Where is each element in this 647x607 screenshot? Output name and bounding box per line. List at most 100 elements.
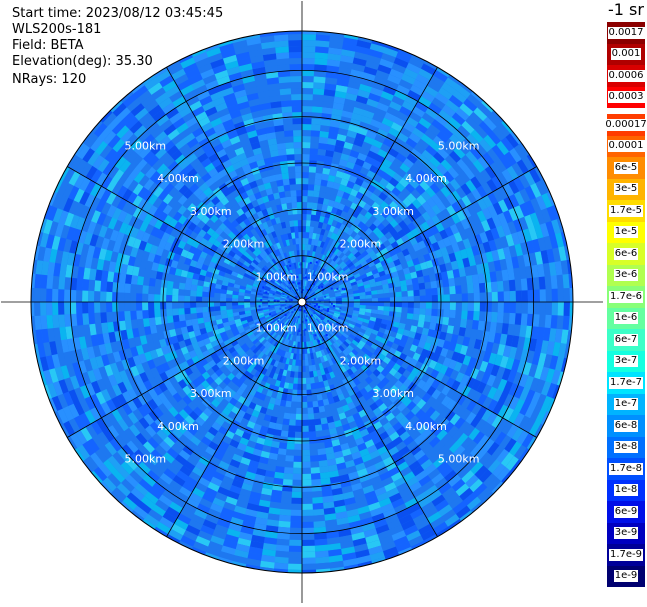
range-gate-cell xyxy=(395,182,405,192)
range-gate-cell xyxy=(271,365,277,373)
range-gate-cell xyxy=(283,252,288,260)
range-gate-cell xyxy=(397,327,405,335)
range-gate-cell xyxy=(153,254,162,264)
range-gate-cell xyxy=(306,316,310,323)
range-gate-cell xyxy=(232,330,240,337)
range-gate-cell xyxy=(364,360,372,369)
range-gate-cell xyxy=(493,259,502,272)
range-gate-cell xyxy=(306,280,309,287)
range-gate-cell xyxy=(214,310,221,316)
range-gate-cell xyxy=(335,456,346,465)
range-gate-cell xyxy=(456,382,466,394)
range-gate-cell xyxy=(150,367,160,378)
range-gate-cell xyxy=(443,286,450,295)
range-gate-cell xyxy=(82,313,90,326)
range-gate-cell xyxy=(424,281,432,289)
range-gate-cell xyxy=(257,133,268,142)
range-gate-cell xyxy=(316,294,323,298)
range-gate-cell xyxy=(173,402,184,414)
range-gate-cell xyxy=(360,356,368,365)
range-gate-cell xyxy=(364,405,373,415)
range-gate-cell xyxy=(170,149,183,161)
range-gate-cell xyxy=(208,426,219,437)
range-gate-cell xyxy=(246,230,254,239)
range-gate-cell xyxy=(319,275,325,282)
range-gate-cell xyxy=(334,323,341,329)
range-gate-cell xyxy=(297,226,302,233)
range-gate-cell xyxy=(372,272,380,279)
range-gate-cell xyxy=(228,346,236,354)
range-gate-cell xyxy=(306,329,310,336)
range-gate-cell xyxy=(315,246,320,253)
range-gate-cell xyxy=(318,136,328,144)
range-gate-cell xyxy=(324,282,331,287)
range-gate-cell xyxy=(244,310,252,315)
range-gate-cell xyxy=(253,267,260,274)
range-gate-cell xyxy=(120,329,128,341)
range-gate-cell xyxy=(290,82,302,89)
range-gate-cell xyxy=(357,152,368,162)
range-gate-cell xyxy=(292,479,303,486)
range-gate-cell xyxy=(408,460,421,472)
range-gate-cell xyxy=(315,424,323,432)
range-gate-cell xyxy=(325,243,332,251)
range-gate-cell xyxy=(436,392,447,404)
range-gate-cell xyxy=(354,158,365,167)
range-gate-cell xyxy=(373,257,381,265)
range-gate-cell xyxy=(301,64,315,71)
range-gate-cell xyxy=(161,345,170,356)
range-gate-cell xyxy=(261,487,273,496)
range-gate-cell xyxy=(395,411,406,422)
range-gate-cell xyxy=(314,58,328,66)
range-gate-cell xyxy=(286,302,293,304)
range-gate-cell xyxy=(167,273,175,282)
range-gate-cell xyxy=(284,246,289,253)
range-gate-cell xyxy=(108,261,117,273)
range-gate-cell xyxy=(252,147,263,156)
range-gate-cell xyxy=(196,285,204,292)
range-gate-cell xyxy=(210,205,219,215)
range-gate-cell xyxy=(155,229,165,240)
range-gate-cell xyxy=(377,445,389,456)
range-gate-cell xyxy=(339,473,350,482)
range-gate-cell xyxy=(439,263,447,273)
range-gate-cell xyxy=(328,330,335,337)
range-gate-cell xyxy=(377,297,384,302)
range-gate-cell xyxy=(406,193,417,203)
range-gate-cell xyxy=(127,255,136,267)
range-gate-cell xyxy=(376,364,385,373)
range-gate-cell xyxy=(327,218,334,226)
range-gate-cell xyxy=(316,393,323,401)
range-gate-cell xyxy=(101,270,109,282)
range-gate-cell xyxy=(135,345,145,356)
range-gate-cell xyxy=(281,282,287,288)
range-gate-cell xyxy=(200,205,211,216)
range-gate-cell xyxy=(296,407,303,414)
range-gate-cell xyxy=(250,375,259,384)
range-gate-cell xyxy=(273,317,280,322)
range-gate-cell xyxy=(243,233,251,242)
range-gate-cell xyxy=(343,240,350,248)
range-gate-cell xyxy=(371,159,382,169)
range-gate-cell xyxy=(423,342,432,351)
range-gate-cell xyxy=(488,352,498,365)
range-gate-cell xyxy=(242,183,252,192)
range-gate-cell xyxy=(274,297,281,300)
range-gate-cell xyxy=(406,425,418,436)
range-gate-cell xyxy=(308,309,314,314)
range-gate-cell xyxy=(246,365,254,374)
range-gate-cell xyxy=(374,154,385,164)
range-gate-cell xyxy=(393,205,404,215)
range-gate-cell xyxy=(346,465,358,474)
range-gate-cell xyxy=(320,268,326,275)
range-gate-cell xyxy=(265,408,274,416)
range-gate-cell xyxy=(321,392,328,400)
range-gate-cell xyxy=(398,339,407,348)
range-gate-cell xyxy=(218,270,226,277)
range-gate-cell xyxy=(318,323,324,330)
range-gate-cell xyxy=(177,205,187,216)
range-gate-cell xyxy=(267,458,278,466)
range-gate-cell xyxy=(361,276,369,283)
range-gate-cell xyxy=(221,357,229,365)
range-gate-cell xyxy=(442,340,451,350)
